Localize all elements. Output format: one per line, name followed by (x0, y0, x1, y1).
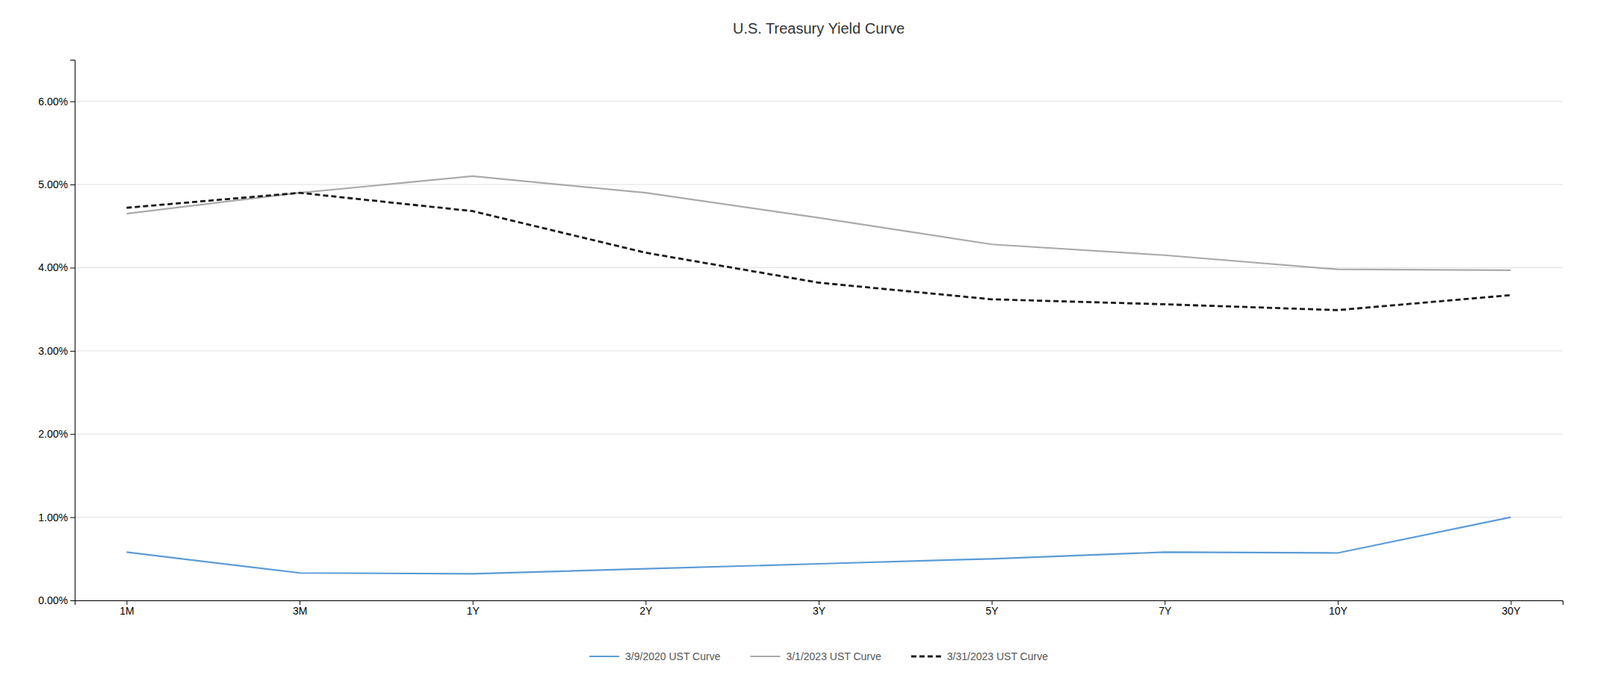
y-tick-mark (70, 101, 75, 103)
x-tick-label: 1M (119, 605, 134, 617)
x-tick: 1M (119, 600, 134, 617)
y-tick: 6.00% (38, 95, 75, 108)
x-tick-label: 30Y (1502, 605, 1522, 617)
x-tick: 2Y (639, 600, 653, 617)
x-tick: 3Y (812, 600, 827, 617)
grid-line (74, 267, 1563, 269)
plot-area: 0.00%1.00%2.00%3.00%4.00%5.00%6.00%1M3M1… (38, 60, 1563, 617)
x-tick: 5Y (985, 600, 1000, 617)
x-tick: 1Y (466, 600, 481, 617)
series-line (126, 517, 1511, 575)
y-tick-mark (70, 351, 75, 352)
grid-line (74, 184, 1563, 186)
y-axis-line (70, 60, 76, 602)
x-tick-label: 3Y (812, 605, 827, 617)
y-tick: 5.00% (38, 178, 75, 191)
y-tick: 0.00% (38, 594, 75, 607)
y-tick-label: 6.00% (38, 95, 68, 108)
y-tick-mark (70, 600, 75, 602)
y-tick-mark (70, 267, 75, 269)
series-line (126, 192, 1511, 310)
grid-line (74, 100, 1563, 102)
legend-item: 3/31/2023 UST Curve (911, 650, 1048, 663)
x-tick-label: 2Y (639, 605, 653, 617)
y-tick-label: 1.00% (38, 511, 68, 524)
legend-item: 3/1/2023 UST Curve (749, 650, 882, 663)
y-tick: 2.00% (38, 428, 75, 440)
x-tick-label: 1Y (466, 605, 481, 617)
y-tick: 1.00% (38, 511, 75, 524)
legend-label: 3/9/2020 UST Curve (625, 650, 721, 663)
x-tick-label: 7Y (1158, 605, 1172, 617)
y-tick-label: 0.00% (38, 594, 68, 607)
y-tick-mark (70, 184, 75, 186)
chart-container: 0.00%1.00%2.00%3.00%4.00%5.00%6.00%1M3M1… (0, 0, 1600, 690)
legend-item: 3/9/2020 UST Curve (589, 650, 721, 663)
y-tick-label: 4.00% (38, 261, 68, 274)
x-tick-label: 5Y (985, 605, 1000, 617)
x-tick: 10Y (1328, 600, 1349, 617)
legend-swatch (911, 655, 942, 659)
y-tick-mark (70, 517, 75, 519)
series-line (126, 176, 1511, 271)
y-tick: 3.00% (38, 345, 75, 358)
legend: 3/9/2020 UST Curve 3/1/2023 UST Curve 3/31… (589, 650, 1048, 663)
y-tick-label: 5.00% (38, 178, 68, 191)
y-tick-mark (70, 433, 75, 435)
legend-label: 3/1/2023 UST Curve (785, 650, 882, 663)
legend-swatch (589, 655, 620, 658)
x-tick: 30Y (1502, 600, 1522, 617)
x-tick-label: 3M (292, 605, 308, 617)
y-tick-label: 3.00% (38, 345, 68, 358)
chart-svg: 0.00%1.00%2.00%3.00%4.00%5.00%6.00%1M3M1… (0, 0, 1600, 690)
legend-label: 3/31/2023 UST Curve (947, 650, 1048, 663)
lines (126, 176, 1511, 574)
grid-line (74, 350, 1563, 352)
y-tick-label: 2.00% (38, 428, 68, 440)
y-axis: 0.00% 1.00% 2.00% 3.00% 4.00% 5.00% 6.00% (38, 60, 75, 607)
grid (74, 101, 1563, 601)
grid-line (74, 433, 1563, 435)
y-tick: 4.00% (38, 261, 75, 274)
x-tick-label: 10Y (1328, 605, 1349, 617)
x-tick: 7Y (1158, 600, 1172, 617)
grid-line (74, 516, 1563, 518)
x-tick: 3M (292, 600, 308, 617)
chart-title: U.S. Treasury Yield Curve (732, 20, 905, 37)
x-axis: 1M 3M 1Y 2Y 3Y 5Y 7Y 10Y 30Y (75, 600, 1564, 617)
legend-swatch (749, 655, 780, 658)
